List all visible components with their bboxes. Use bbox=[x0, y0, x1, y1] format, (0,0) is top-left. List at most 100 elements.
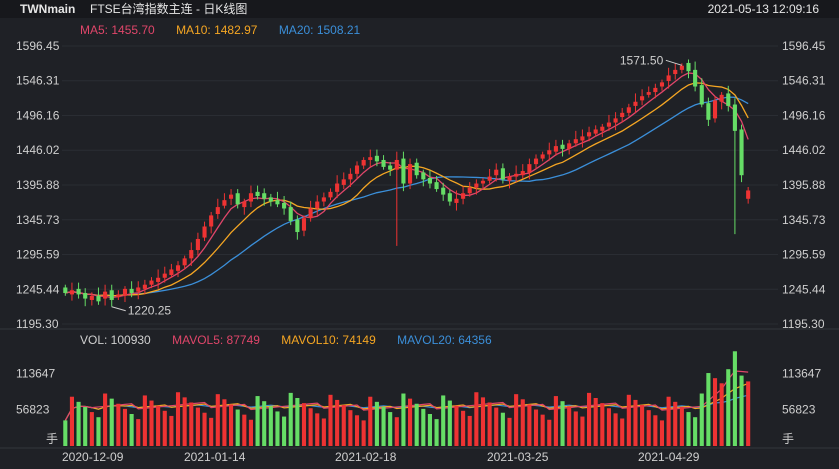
price-ma20-line bbox=[65, 96, 749, 297]
volume-bar bbox=[719, 383, 724, 446]
candle-body bbox=[547, 150, 552, 155]
candle-body bbox=[540, 154, 545, 159]
y-tick-label-left: 1546.31 bbox=[16, 74, 60, 88]
vol-legend: VOL: 100930 bbox=[80, 333, 151, 347]
y-tick-label-left: 1345.73 bbox=[16, 213, 60, 227]
chart-title: FTSE台湾指数主连 - 日K线图 bbox=[90, 2, 248, 16]
candle-body bbox=[560, 144, 565, 149]
volume-bar bbox=[156, 405, 161, 446]
volume-bar bbox=[441, 395, 446, 446]
y-tick-label-left: 1446.02 bbox=[16, 143, 60, 157]
volume-bar bbox=[368, 396, 373, 446]
volume-bar bbox=[408, 398, 413, 446]
volume-bar bbox=[726, 369, 731, 446]
volume-bar bbox=[520, 399, 525, 446]
volume-bar bbox=[474, 392, 479, 446]
volume-bar bbox=[162, 410, 167, 446]
volume-bar bbox=[467, 415, 472, 446]
candle-body bbox=[149, 280, 154, 285]
volume-bar bbox=[547, 419, 552, 446]
candle-body bbox=[686, 62, 691, 72]
volume-bar bbox=[527, 404, 532, 446]
candle-body bbox=[209, 215, 214, 227]
candle-body bbox=[295, 219, 300, 233]
volume-bar bbox=[175, 392, 181, 446]
y-tick-label-right: 1345.73 bbox=[782, 213, 826, 227]
volume-bar bbox=[606, 408, 611, 446]
candle-body bbox=[374, 155, 379, 162]
timestamp: 2021-05-13 12:09:16 bbox=[707, 2, 819, 16]
ma10-legend: MA10: 1482.97 bbox=[176, 23, 258, 37]
candle-body bbox=[699, 85, 704, 105]
volume-bar bbox=[262, 401, 267, 446]
candle-body bbox=[580, 136, 585, 141]
volume-bar bbox=[169, 415, 174, 446]
volume-bar bbox=[712, 378, 718, 446]
y-tick-label-left: 1496.16 bbox=[16, 109, 60, 123]
candle-body bbox=[354, 165, 360, 174]
candle-body bbox=[348, 173, 353, 180]
volume-bar bbox=[195, 407, 200, 446]
volume-bar bbox=[732, 351, 737, 446]
volume-tick-right: 56823 bbox=[782, 403, 816, 417]
candle-body bbox=[96, 295, 101, 302]
volume-bar bbox=[626, 394, 631, 446]
candle-body bbox=[693, 69, 698, 87]
candle-body bbox=[706, 103, 711, 120]
volume-bar bbox=[63, 420, 68, 446]
candle-body bbox=[381, 159, 386, 167]
candle-body bbox=[275, 200, 280, 205]
volume-tick-left: 56823 bbox=[16, 403, 50, 417]
candle-body bbox=[679, 65, 684, 70]
candle-body bbox=[262, 193, 267, 199]
volume-bar bbox=[209, 417, 214, 446]
volume-bar bbox=[255, 396, 260, 446]
y-tick-label-right: 1195.30 bbox=[782, 317, 825, 331]
volume-bar bbox=[315, 413, 320, 446]
candle-body bbox=[361, 159, 366, 166]
candle-body bbox=[441, 187, 446, 195]
candle-body bbox=[474, 183, 479, 188]
candle-body bbox=[666, 75, 671, 81]
volume-bar bbox=[295, 398, 300, 446]
candle-body bbox=[447, 193, 452, 202]
symbol-label: TWNmain bbox=[20, 2, 76, 16]
volume-bar bbox=[593, 398, 598, 446]
volume-unit-right: 手 bbox=[782, 432, 794, 446]
volume-bar bbox=[235, 409, 240, 446]
price-ma10-line bbox=[65, 82, 749, 297]
volume-bar bbox=[394, 417, 399, 446]
price-legend: MA5: 1455.70 MA10: 1482.97 MA20: 1508.21 bbox=[80, 23, 378, 37]
volume-bar bbox=[282, 416, 287, 446]
volume-bar bbox=[335, 399, 340, 446]
y-tick-label-left: 1245.44 bbox=[16, 282, 60, 296]
candle-body bbox=[408, 164, 413, 184]
volume-legend: VOL: 100930 MAVOL5: 87749 MAVOL10: 74149… bbox=[80, 333, 510, 347]
candle-body bbox=[195, 238, 200, 251]
volume-bar bbox=[646, 410, 651, 446]
candle-body bbox=[315, 201, 320, 209]
volume-bar bbox=[308, 408, 313, 446]
low-annotation: 1220.25 bbox=[128, 304, 172, 318]
candle-body bbox=[175, 265, 181, 271]
volume-bar bbox=[321, 418, 326, 446]
volume-bar bbox=[514, 394, 519, 446]
volume-bar bbox=[136, 419, 141, 446]
candle-body bbox=[401, 158, 406, 184]
x-tick-label: 2021-02-18 bbox=[335, 450, 397, 464]
volume-bar bbox=[447, 400, 452, 446]
candle-body bbox=[626, 107, 631, 113]
volume-bar bbox=[500, 412, 505, 446]
candle-body bbox=[434, 182, 439, 190]
ma20-legend: MA20: 1508.21 bbox=[278, 23, 361, 37]
candle-body bbox=[587, 132, 592, 137]
y-tick-label-right: 1496.16 bbox=[782, 109, 826, 123]
volume-bar bbox=[122, 408, 128, 446]
volume-bar bbox=[746, 381, 751, 446]
candle-body bbox=[507, 176, 512, 181]
candle-body bbox=[255, 191, 260, 197]
volume-bar bbox=[640, 405, 645, 446]
y-tick-label-right: 1546.31 bbox=[782, 74, 826, 88]
candle-body bbox=[202, 226, 207, 238]
volume-bar bbox=[222, 399, 227, 446]
